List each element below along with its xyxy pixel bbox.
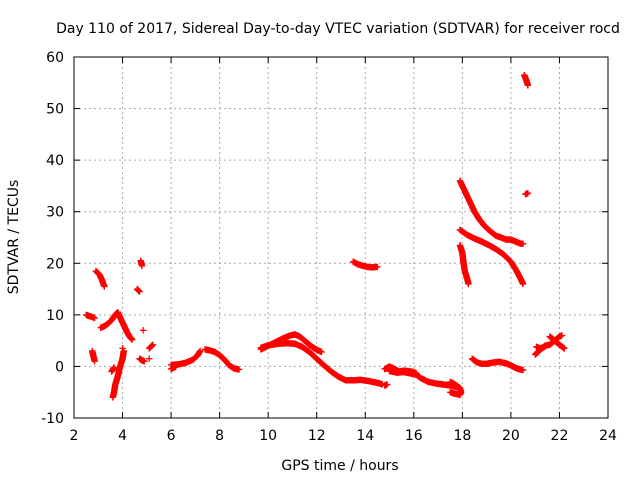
x-axis-label: GPS time / hours <box>281 458 398 474</box>
data-point <box>141 358 148 365</box>
series-pass-m <box>146 341 157 352</box>
data-point <box>110 364 118 371</box>
series-pass-t <box>381 381 391 389</box>
x-tick-label: 18 <box>453 428 471 444</box>
series-pass-ff <box>546 333 568 352</box>
data-point <box>138 262 146 270</box>
data-point <box>129 336 136 343</box>
x-tick-label: 8 <box>215 428 224 444</box>
data-point <box>447 389 454 396</box>
series-pass-e <box>109 347 127 401</box>
data-point <box>149 341 157 348</box>
data-point <box>519 240 527 247</box>
series-pass-o <box>167 363 180 373</box>
data-point <box>465 280 472 288</box>
plot-area-frame <box>73 56 609 419</box>
x-tick-label: 10 <box>259 428 277 444</box>
x-tick-label: 4 <box>118 428 127 444</box>
data-point <box>91 358 98 365</box>
data-point <box>558 332 566 339</box>
y-tick-label: 40 <box>46 153 64 169</box>
series-pass-cc <box>522 189 532 198</box>
y-axis-label: SDTVAR / TECUs <box>6 180 22 295</box>
y-tick-label: -10 <box>41 411 64 427</box>
data-point <box>91 314 98 322</box>
x-tick-label: 2 <box>70 428 79 444</box>
series-pass-j <box>136 355 148 365</box>
data-point <box>235 366 243 373</box>
data-point <box>146 355 153 362</box>
y-tick-label: 60 <box>46 50 64 66</box>
series-pass-y <box>456 226 527 288</box>
x-tick-label: 12 <box>308 428 326 444</box>
series-pass-aa <box>468 355 527 374</box>
series-pass-ee <box>533 343 549 352</box>
points-layer <box>82 71 568 401</box>
data-point <box>383 381 391 388</box>
series-pass-bb <box>521 71 532 89</box>
data-point <box>541 343 549 351</box>
data-point <box>172 363 180 370</box>
y-tick-label: 50 <box>46 102 64 118</box>
y-tick-label: 20 <box>46 256 64 272</box>
series-pass-x <box>456 177 527 247</box>
series-pass-k <box>139 327 147 334</box>
series-pass-c <box>92 267 108 290</box>
series-pass-p <box>201 346 243 373</box>
x-tick-label: 16 <box>405 428 423 444</box>
series-pass-l <box>146 355 153 362</box>
y-tick-label: 10 <box>46 308 64 324</box>
series-pass-g <box>119 345 126 352</box>
series-pass-w <box>447 378 465 398</box>
chart-title: Day 110 of 2017, Sidereal Day-to-day VTE… <box>56 21 620 37</box>
data-point <box>524 189 532 197</box>
x-tick-label: 14 <box>356 428 374 444</box>
data-point <box>139 327 147 334</box>
series-pass-z <box>456 242 472 288</box>
series-pass-h <box>133 285 143 295</box>
data-point <box>519 280 527 288</box>
data-point <box>519 366 527 374</box>
grid-layer <box>74 57 608 418</box>
series-pass-i <box>137 257 146 270</box>
x-tick-label: 24 <box>599 428 617 444</box>
data-point <box>197 347 204 355</box>
data-point <box>374 263 381 271</box>
series-pass-b <box>89 347 98 365</box>
data-point <box>524 82 532 89</box>
series-pass-f <box>108 364 118 375</box>
x-tick-label: 20 <box>502 428 520 444</box>
data-point <box>136 288 143 295</box>
x-tick-label: 6 <box>167 428 176 444</box>
series-pass-d <box>97 309 136 343</box>
series-pass-s <box>349 258 381 271</box>
series-pass-r <box>257 340 386 388</box>
data-point <box>561 345 568 352</box>
y-tick-label: 30 <box>46 205 64 221</box>
x-tick-label: 22 <box>551 428 569 444</box>
data-point <box>119 345 126 352</box>
y-tick-label: 0 <box>55 359 64 375</box>
data-point <box>101 283 108 290</box>
data-point <box>318 348 325 356</box>
series-pass-a <box>82 311 98 322</box>
